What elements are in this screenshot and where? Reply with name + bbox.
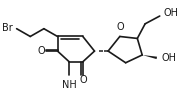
Text: NH: NH bbox=[62, 80, 77, 90]
Text: O: O bbox=[79, 75, 87, 85]
Text: OH: OH bbox=[162, 53, 177, 63]
Text: O: O bbox=[37, 46, 45, 56]
Polygon shape bbox=[137, 24, 145, 38]
Text: O: O bbox=[117, 22, 125, 32]
Polygon shape bbox=[142, 55, 157, 59]
Text: OH: OH bbox=[164, 8, 179, 18]
Text: Br: Br bbox=[2, 23, 13, 33]
